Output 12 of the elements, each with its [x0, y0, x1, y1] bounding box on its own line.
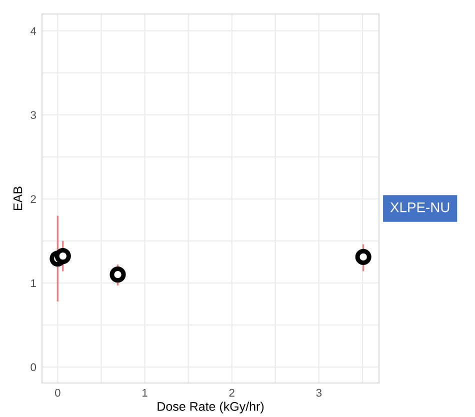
text: XLPE-NU: [390, 202, 450, 212]
y-tick-label: 1: [31, 279, 36, 287]
x-tick-label: 0: [55, 388, 60, 397]
y-axis-title: EAB: [14, 186, 22, 210]
x-axis-title: Dose Rate (kGy/hr): [158, 402, 264, 414]
x-tick-label: 2: [229, 388, 234, 397]
y-tick-label: 3: [30, 111, 36, 119]
x-tick-label: 1: [142, 388, 148, 397]
y-tick-label: 2: [30, 195, 36, 203]
x-tick-label: 3: [316, 388, 322, 397]
y-tick-label: 4: [30, 27, 36, 35]
y-tick-label: 0: [30, 363, 36, 372]
